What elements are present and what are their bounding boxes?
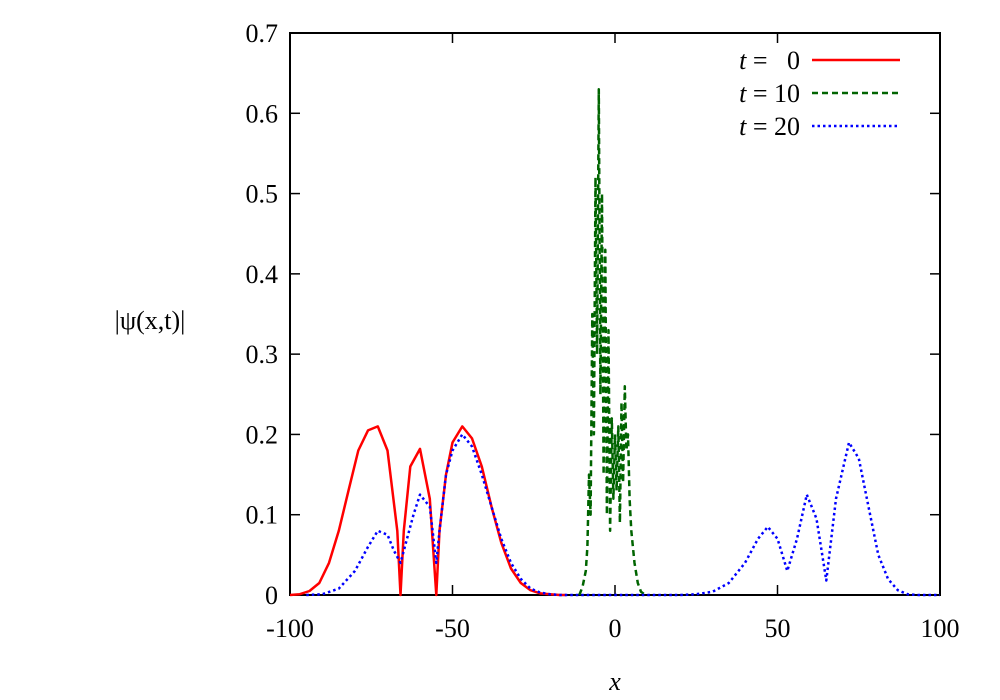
axis-ticks xyxy=(289,32,941,596)
x-tick-label: 100 xyxy=(921,614,960,643)
x-axis-label: x xyxy=(608,667,621,696)
legend-variable: t xyxy=(739,46,747,75)
x-tick-label: 0 xyxy=(609,614,622,643)
y-tick-label: 0.6 xyxy=(246,99,279,128)
y-axis-label: |ψ(x,t)| xyxy=(115,306,186,335)
y-tick-labels: 0 0.1 0.2 0.3 0.4 0.5 0.6 0.7 xyxy=(246,19,279,610)
legend-variable: t xyxy=(739,79,747,108)
y-tick-label: 0.2 xyxy=(246,420,279,449)
chart-legend: t = 0t = 10t = 20 xyxy=(739,46,900,141)
y-tick-label: 0.3 xyxy=(246,340,279,369)
x-tick-label: 50 xyxy=(765,614,791,643)
x-tick-labels: -100 -50 0 50 100 xyxy=(266,614,959,643)
y-tick-label: 0.1 xyxy=(246,501,279,530)
plot-frame xyxy=(289,32,941,596)
y-tick-label: 0.7 xyxy=(246,19,279,48)
series-line-0 xyxy=(289,425,567,597)
legend-value: = 20 xyxy=(746,112,800,141)
legend-label-0: t = 0 xyxy=(739,46,800,75)
legend-label-2: t = 20 xyxy=(739,112,800,141)
y-tick-label: 0.5 xyxy=(246,180,279,209)
series-line-2 xyxy=(306,433,940,597)
series-lines xyxy=(289,87,940,597)
y-tick-label: 0.4 xyxy=(246,260,279,289)
series-line-1 xyxy=(578,87,648,597)
legend-variable: t xyxy=(739,112,747,141)
x-tick-label: -100 xyxy=(266,614,314,643)
legend-value: = 10 xyxy=(746,79,800,108)
y-tick-label: 0 xyxy=(265,581,278,610)
legend-label-1: t = 10 xyxy=(739,79,800,108)
legend-value: = 0 xyxy=(746,46,800,75)
x-tick-label: -50 xyxy=(435,614,470,643)
